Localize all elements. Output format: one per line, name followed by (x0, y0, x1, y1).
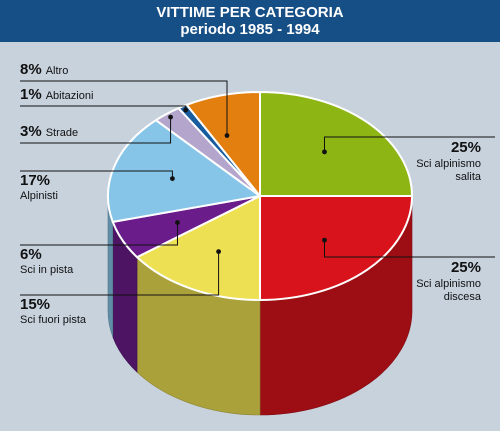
leader-dot-abitazioni (183, 107, 189, 113)
label-name-sci-alpinismo-salita: salita (455, 171, 482, 183)
chart-header: VITTIME PER CATEGORIA periodo 1985 - 199… (0, 0, 500, 42)
label-name-altro: Altro (46, 65, 69, 77)
label-name-sci-alpinismo-salita: Sci alpinismo (416, 158, 481, 170)
leader-lines (20, 80, 495, 296)
label-value-sci-alpinismo-salita: 25% (451, 139, 481, 156)
chart-title: VITTIME PER CATEGORIA (156, 4, 344, 21)
leader-dot-strade (168, 114, 173, 120)
label-name-alpinisti: Alpinisti (20, 190, 58, 202)
label-value-sci-fuori-pista: 15% (20, 296, 50, 313)
slice-sci-fuori-pista (136, 195, 261, 301)
label-name-abitazioni: Abitazioni (46, 90, 94, 102)
slice-sci-alpinismo-discesa (259, 195, 413, 301)
pie-tops (107, 91, 413, 301)
leader-sci-alpinismo-discesa (323, 240, 495, 258)
leader-dot-sci-alpinismo-discesa (322, 237, 327, 243)
leader-altro (20, 80, 228, 136)
slice-sci-alpinismo-salita (259, 91, 413, 197)
leader-dot-sci-in-pista (175, 220, 180, 225)
label-name-sci-alpinismo-discesa: Sci alpinismo (416, 278, 481, 290)
label-value-altro: 8% (20, 61, 42, 78)
label-name-strade: Strade (46, 127, 78, 139)
leader-abitazioni (20, 105, 187, 111)
label-value-sci-alpinismo-discesa: 25% (451, 259, 481, 276)
label-value-strade: 3% (20, 123, 42, 140)
label-value-abitazioni: 1% (20, 86, 42, 103)
leader-strade (20, 117, 172, 144)
leader-sci-in-pista (20, 222, 178, 246)
leader-dot-sci-fuori-pista (216, 249, 221, 254)
leader-dot-sci-alpinismo-salita (322, 149, 327, 155)
label-value-sci-in-pista: 6% (20, 246, 42, 263)
slice-altro (185, 91, 261, 197)
leader-alpinisti (20, 170, 173, 179)
chart-subtitle: periodo 1985 - 1994 (180, 21, 320, 38)
leader-sci-alpinismo-salita (323, 136, 495, 152)
leader-dot-altro (224, 133, 230, 138)
label-name-sci-fuori-pista: Sci fuori pista (20, 314, 87, 326)
slice-alpinisti (107, 119, 261, 223)
label-value-alpinisti: 17% (20, 172, 50, 189)
label-name-sci-alpinismo-discesa: discesa (444, 291, 482, 303)
label-name-sci-in-pista: Sci in pista (20, 264, 74, 276)
leader-dot-alpinisti (170, 176, 175, 181)
leader-sci-fuori-pista (20, 251, 220, 296)
